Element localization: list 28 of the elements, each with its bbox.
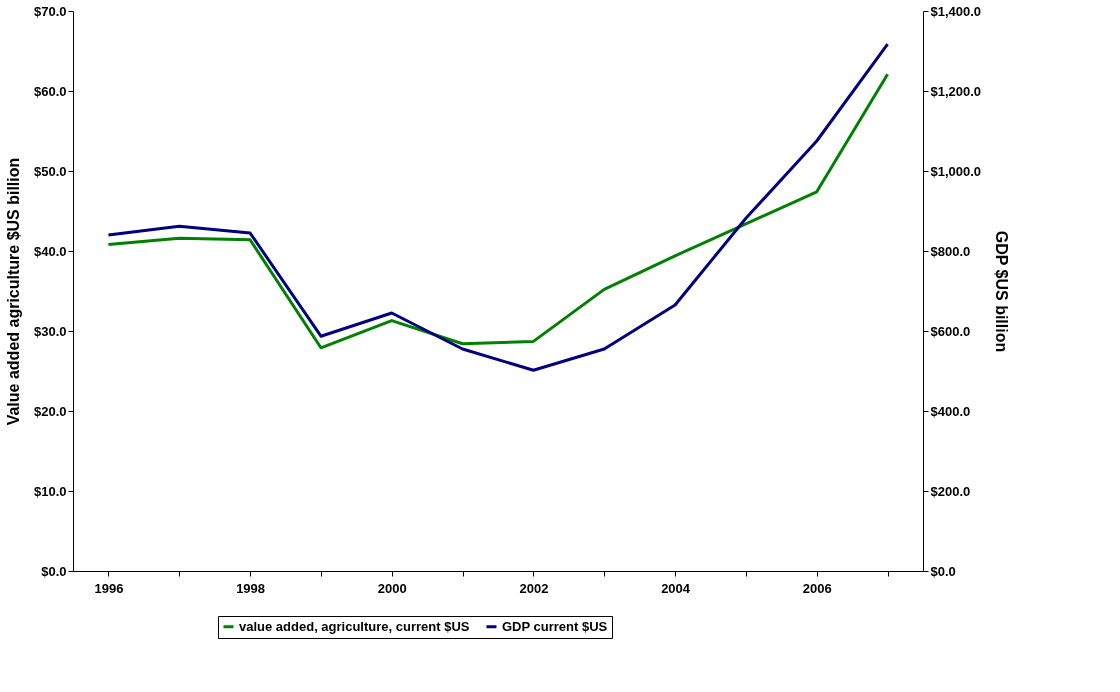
x-tick-label: 2000 [377, 580, 407, 596]
y2-tick-label: $0.0 [930, 563, 956, 579]
y2-tick-label: $1,200.0 [930, 83, 982, 99]
x-tick-label: 2004 [661, 580, 691, 596]
y2-tick-label: $1,400.0 [930, 3, 982, 19]
line-series [106, 42, 890, 372]
y2-tick-label: $1,000.0 [930, 163, 982, 179]
x-tick-label: 1996 [94, 580, 124, 596]
y-tick-label: $30.0 [33, 323, 67, 339]
y-tick-label: $10.0 [33, 483, 67, 499]
x-tick-label: 1998 [236, 580, 266, 596]
y-tick-label: $0.0 [41, 563, 67, 579]
y2-tick-label: $200.0 [930, 483, 971, 499]
y-tick-label: $50.0 [33, 163, 67, 179]
y-axis-title: Value added agriculture $US billion [4, 157, 22, 426]
legend-label: value added, agriculture, current $US [239, 618, 470, 634]
y2-tick-label: $600.0 [930, 323, 971, 339]
x-tick-label: 2006 [802, 580, 832, 596]
y2-tick-label: $400.0 [930, 403, 971, 419]
y-tick-label: $40.0 [33, 243, 67, 259]
y2-tick-label: $800.0 [930, 243, 971, 259]
y-tick-label: $20.0 [33, 403, 67, 419]
y2-axis-title: GDP $US billion [993, 230, 1011, 353]
y-tick-label: $70.0 [33, 3, 67, 19]
x-tick-label: 2002 [519, 580, 549, 596]
legend-label: GDP current $US [502, 618, 608, 634]
line-series [106, 72, 890, 350]
y-tick-label: $60.0 [33, 83, 67, 99]
